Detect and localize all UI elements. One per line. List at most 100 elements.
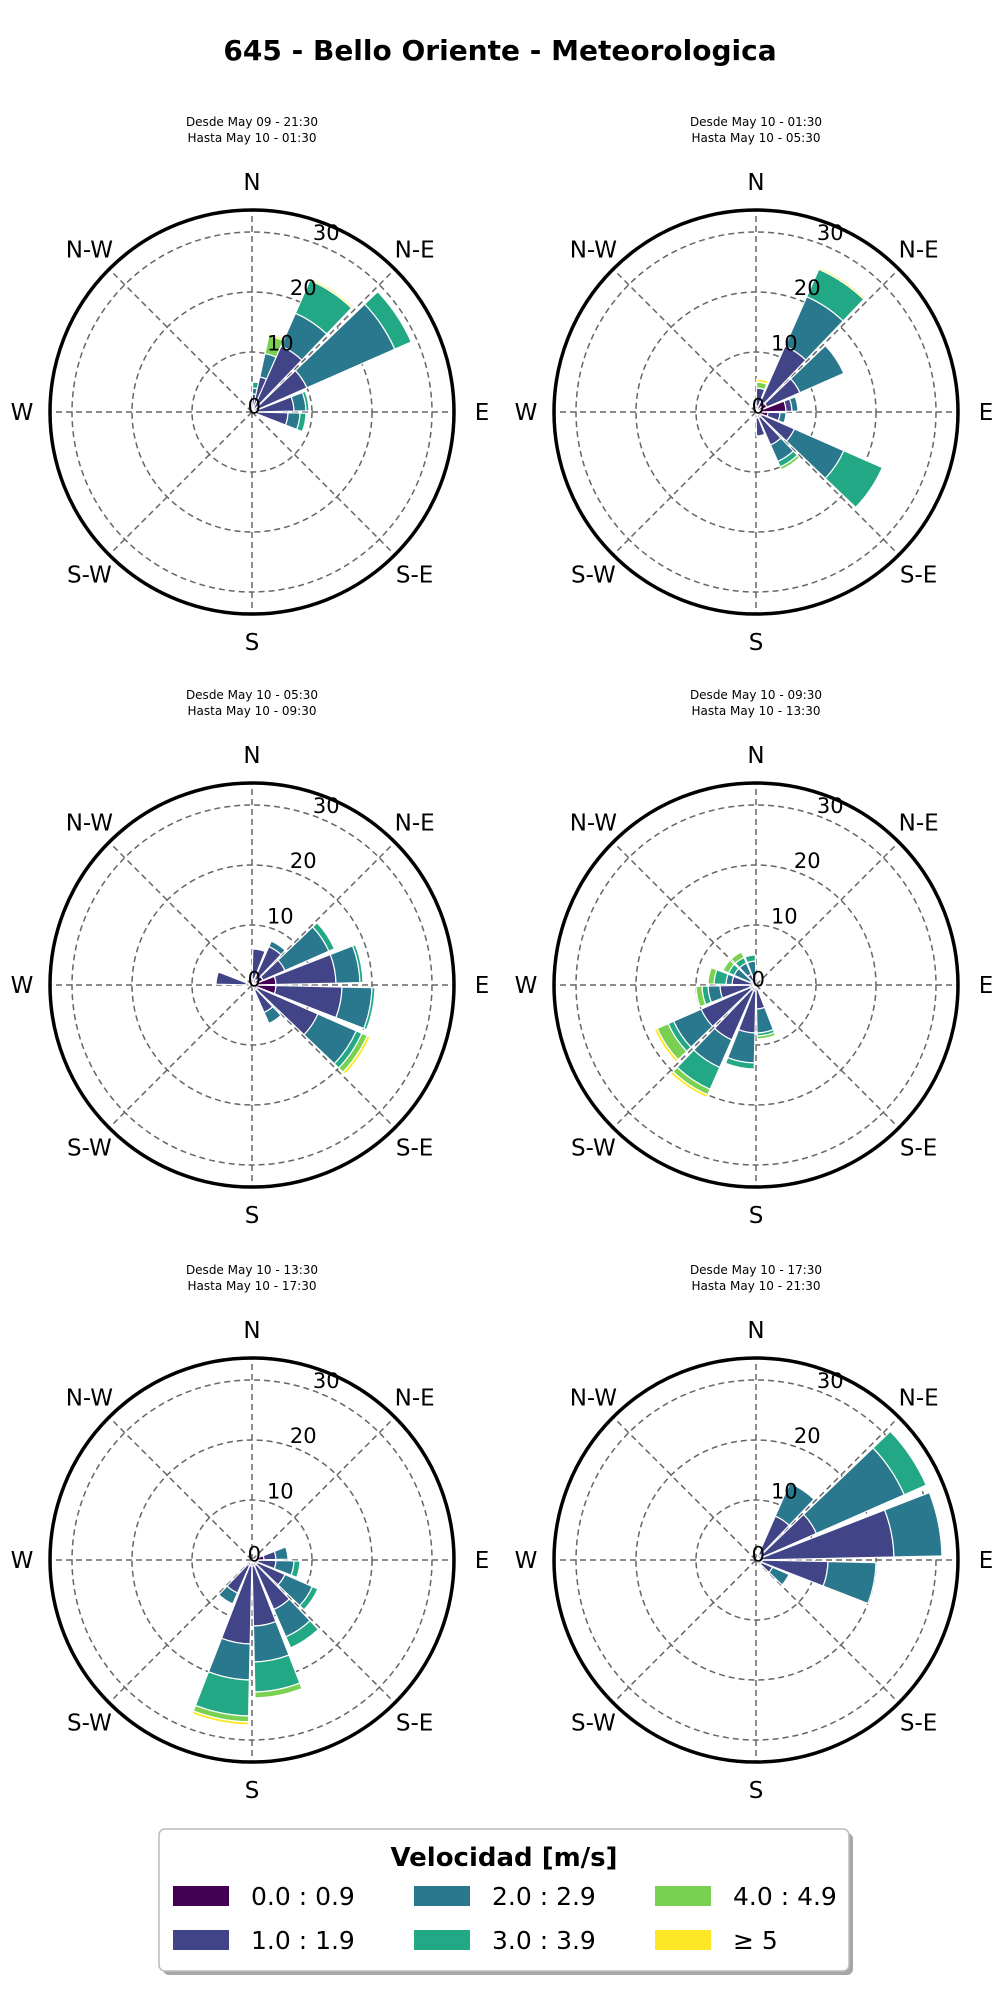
direction-label: S-W [67,1136,112,1162]
panels: Desde May 09 - 21:30 Hasta May 10 - 01:30… [11,115,994,1804]
angular-grid-line [755,1416,900,1561]
direction-label: S-E [396,563,433,589]
direction-label: E [475,973,490,999]
radial-tick-label: 30 [313,221,340,245]
direction-label: S-W [571,1711,616,1737]
windrose-panel-5: Desde May 10 - 13:30 Hasta May 10 - 17:30… [11,1263,490,1804]
panel-subtitle: Desde May 10 - 09:30 [690,688,822,702]
angular-grid-line [612,984,757,1129]
wind-bar-segment [788,396,799,412]
angular-grid-line [612,268,757,413]
wind-bar-segment [755,1006,775,1034]
direction-label: S-E [396,1136,433,1162]
direction-label: S-W [571,1136,616,1162]
bars [755,1430,943,1605]
wind-bar-segment [872,1430,928,1496]
angular-grid-line [108,984,253,1129]
legend-label: ≥ 5 [733,1926,778,1955]
wind-bar-segment [263,1005,282,1025]
wind-bar-segment [215,971,248,986]
wind-bar-segment [777,411,787,424]
angular-grid-line [108,268,253,413]
figure-title: 645 - Bello Oriente - Meteorologica [223,34,776,67]
radial-tick-label: 30 [817,794,844,818]
wind-bar-segment [744,954,757,964]
wind-bar-segment [822,1560,877,1605]
radial-tick-label: 20 [794,276,821,300]
radial-tick-label: 30 [817,1369,844,1393]
angular-grid-line [108,411,253,556]
angular-grid-line [251,841,396,986]
radial-tick-label: 10 [771,905,798,929]
panel-subtitle: Desde May 10 - 13:30 [186,1263,318,1277]
angular-grid-line [251,411,396,556]
windrose-panel-1: Desde May 09 - 21:30 Hasta May 10 - 01:30… [11,115,490,656]
angular-grid-line [755,268,900,413]
radial-tick-label: 30 [313,794,340,818]
bars [653,951,777,1099]
direction-label: S-E [900,1711,937,1737]
angular-grid-line [108,841,253,986]
wind-bar-segment [818,266,866,301]
wind-bar-segment [217,1585,239,1605]
angular-grid-line [612,1416,757,1561]
wind-bar-segment [363,987,376,1031]
wind-bar-segment [285,1619,320,1649]
direction-label: E [979,1548,994,1574]
direction-label: S [749,1778,764,1804]
direction-label: W [515,1548,538,1574]
panel-subtitle: Desde May 10 - 01:30 [690,115,822,129]
outer-circle [552,1356,960,1764]
outer-circle [48,208,456,616]
outer-circle [552,781,960,1189]
wind-bar-segment [311,921,336,952]
bars [251,277,413,433]
radial-tick-label: 20 [794,1424,821,1448]
direction-label: S-E [900,1136,937,1162]
wind-bar-segment [273,1546,289,1561]
panel-subtitle: Desde May 10 - 05:30 [186,688,318,702]
wind-bar-segment [251,948,266,981]
radial-tick-label: 0 [248,1542,261,1566]
direction-label: N-E [395,810,435,836]
wind-bar-segment [789,344,845,394]
direction-label: W [11,973,34,999]
radial-tick-label: 10 [267,1480,294,1504]
legend-label: 1.0 : 1.9 [251,1926,355,1955]
panel-subtitle: Hasta May 10 - 17:30 [188,1279,317,1293]
direction-label: N-E [395,1385,435,1411]
direction-label: E [979,400,994,426]
direction-label: N [243,743,260,769]
legend-label: 2.0 : 2.9 [492,1882,596,1911]
angular-grid-line [755,411,900,556]
wind-bar-segment [295,412,307,433]
wind-bar-segment [756,1031,777,1040]
legend-label: 0.0 : 0.9 [251,1882,355,1911]
panel-subtitle: Hasta May 10 - 13:30 [692,704,821,718]
direction-label: N [747,743,764,769]
legend-label: 3.0 : 3.9 [492,1926,596,1955]
bars [191,1546,320,1726]
wind-bar-segment [707,966,718,985]
legend-swatch [414,1930,470,1950]
radial-tick-label: 0 [248,967,261,991]
angular-grid-line [108,1416,253,1561]
direction-label: S-E [900,563,937,589]
legend-label: 4.0 : 4.9 [733,1882,837,1911]
direction-label: S-W [67,1711,112,1737]
direction-label: N [243,170,260,196]
wind-bar-segment [883,1491,943,1558]
angular-grid-line [755,841,900,986]
panel-subtitle: Hasta May 10 - 05:30 [692,131,821,145]
wind-bar-segment [824,449,884,509]
legend: Velocidad [m/s] 0.0 : 0.9 1.0 : 1.9 2.0 : 2… [158,1828,853,1975]
direction-label: N [747,1318,764,1344]
direction-label: N-W [66,237,113,263]
direction-label: W [11,400,34,426]
direction-label: N-W [66,1385,113,1411]
radial-tick-label: 20 [794,849,821,873]
panel-subtitle: Desde May 09 - 21:30 [186,115,318,129]
outer-circle [48,781,456,1189]
